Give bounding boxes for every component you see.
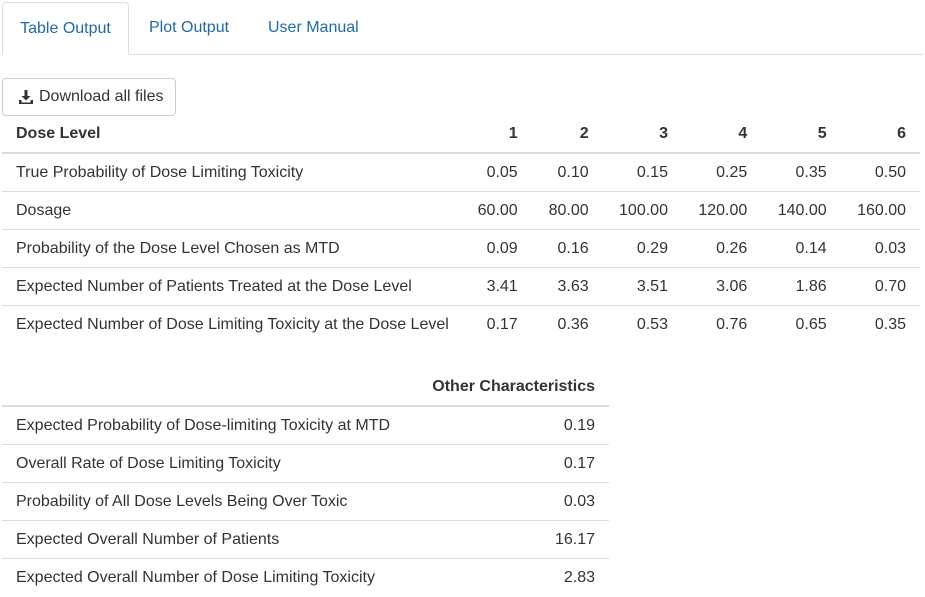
table-cell: 0.70 [840,267,920,306]
column-header-dose-5: 5 [761,116,841,154]
column-header-dose-3: 3 [602,116,682,154]
other-characteristics-table: Other Characteristics Expected Probabili… [2,369,609,596]
table-row: Dosage 60.00 80.00 100.00 120.00 140.00 … [2,191,920,230]
table-cell: 3.41 [462,267,532,306]
tab-plot-output[interactable]: Plot Output [149,19,230,36]
row-label: Expected Probability of Dose-limiting To… [16,416,391,434]
table-cell: 0.09 [462,229,532,268]
table-cell: 0.29 [602,229,682,268]
table-cell: 100.00 [602,191,682,230]
table-cell: 2.83 [415,558,609,596]
table-cell: 16.17 [415,520,609,559]
row-label: True Probability of Dose Limiting Toxici… [16,163,304,181]
table-cell: 120.00 [681,191,762,230]
column-header-other-characteristics: Other Characteristics [415,369,609,407]
table-cell: 0.35 [840,305,920,343]
table-row: Probability of the Dose Level Chosen as … [2,229,920,268]
row-label: Overall Rate of Dose Limiting Toxicity [2,444,415,483]
table-cell: 0.15 [636,163,668,181]
table-cell: 60.00 [462,191,532,230]
table-row: Expected Number of Patients Treated at t… [2,267,920,306]
row-label: Probability of the Dose Level Chosen as … [2,229,463,268]
row-label: Expected Overall Number of Patients [2,520,415,559]
table-cell: 0.05 [486,163,518,181]
row-label: Expected Number of Patients Treated at t… [2,267,463,306]
download-button-label: Download all files [39,88,164,105]
table-cell: 80.00 [531,191,603,230]
row-label: Expected Overall Number of Dose Limiting… [2,558,415,596]
table-cell: 1.86 [761,267,841,306]
table-cell: 0.03 [415,482,609,521]
table-cell: 0.10 [557,163,589,181]
table-cell: 3.51 [602,267,682,306]
table-cell: 0.25 [716,163,748,181]
row-label: Dosage [2,191,463,230]
table-header-row: Other Characteristics [2,369,609,407]
table-header-row: Dose Level 1 2 3 4 5 6 [2,116,920,154]
table-cell: 0.03 [840,229,920,268]
row-label: Expected Number of Dose Limiting Toxicit… [2,305,463,343]
table-row: Probability of All Dose Levels Being Ove… [2,482,609,521]
table-cell: 140.00 [761,191,841,230]
table-cell: 3.63 [531,267,603,306]
table-cell: 0.65 [761,305,841,343]
column-header-dose-level: Dose Level [2,116,463,154]
column-header-dose-4: 4 [681,116,762,154]
dose-level-table: Dose Level 1 2 3 4 5 6 True Probability … [2,116,920,343]
tab-bar: Table Output Plot Output User Manual [1,2,924,55]
table-cell: 0.17 [462,305,532,343]
column-header-dose-6: 6 [840,116,920,154]
table-cell: 0.26 [681,229,762,268]
table-cell: 0.35 [795,163,827,181]
table-cell: 0.17 [415,444,609,483]
row-label: Probability of All Dose Levels Being Ove… [2,482,415,521]
table-row: Overall Rate of Dose Limiting Toxicity 0… [2,444,609,483]
table-cell: 0.50 [874,163,906,181]
table-row: Expected Overall Number of Patients 16.1… [2,520,609,559]
table-row: Expected Overall Number of Dose Limiting… [2,558,609,596]
tab-user-manual[interactable]: User Manual [268,19,359,36]
table-row: Expected Number of Dose Limiting Toxicit… [2,305,920,343]
table-row: True Probability of Dose Limiting Toxici… [2,153,920,192]
tab-table-output[interactable]: Table Output [2,2,129,55]
column-header-dose-2: 2 [531,116,603,154]
column-header-empty [2,369,415,407]
table-cell: 0.14 [761,229,841,268]
table-cell: 0.53 [602,305,682,343]
table-cell: 0.16 [531,229,603,268]
table-cell: 0.36 [531,305,603,343]
table-row: Expected Probability of Dose-limiting To… [2,406,609,445]
table-cell: 0.19 [563,416,595,434]
download-icon [18,89,34,105]
table-cell: 160.00 [840,191,920,230]
column-header-dose-1: 1 [462,116,532,154]
table-cell: 0.76 [681,305,762,343]
table-cell: 3.06 [681,267,762,306]
download-all-files-button[interactable]: Download all files [2,78,176,116]
